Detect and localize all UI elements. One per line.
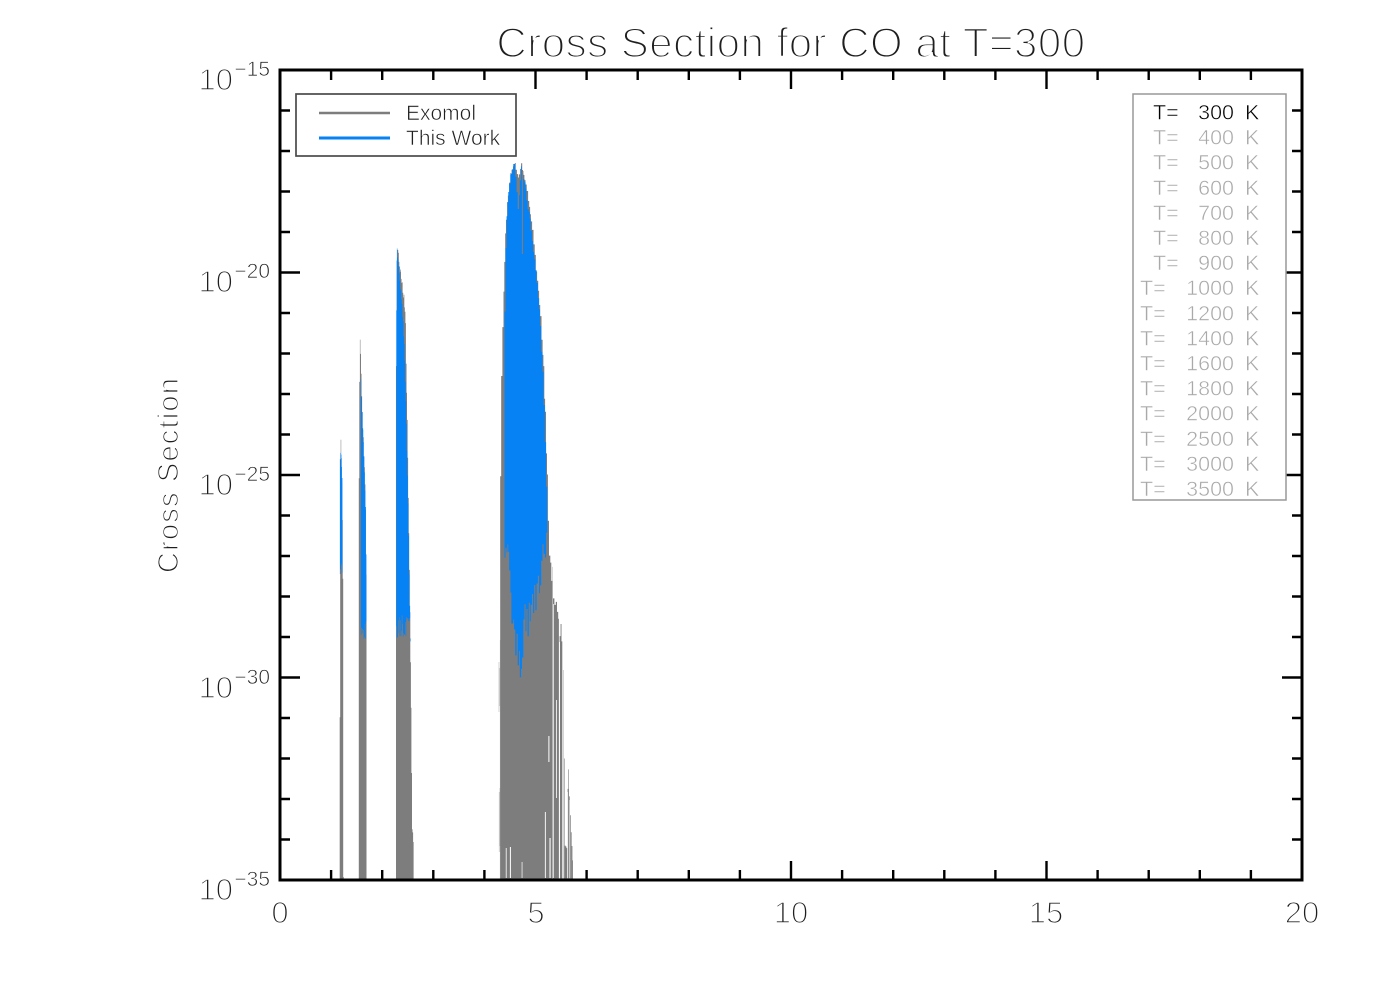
svg-text:K: K (1245, 326, 1260, 350)
svg-text:500: 500 (1198, 151, 1234, 175)
svg-text:400: 400 (1198, 126, 1234, 150)
svg-text:10: 10 (199, 670, 233, 705)
svg-text:T=: T= (1140, 402, 1166, 426)
svg-text:1600: 1600 (1186, 352, 1234, 376)
svg-text:T=: T= (1153, 126, 1179, 150)
svg-text:T=: T= (1153, 101, 1179, 125)
svg-text:3500: 3500 (1186, 477, 1234, 501)
svg-text:20: 20 (1285, 895, 1319, 930)
svg-text:Exomol: Exomol (406, 102, 476, 125)
svg-text:1200: 1200 (1186, 301, 1234, 325)
svg-text:1400: 1400 (1186, 326, 1234, 350)
svg-text:K: K (1245, 377, 1260, 401)
svg-text:K: K (1245, 226, 1260, 250)
svg-text:K: K (1245, 251, 1260, 275)
svg-text:T=: T= (1140, 276, 1166, 300)
svg-text:K: K (1245, 452, 1260, 476)
svg-text:K: K (1245, 101, 1260, 125)
svg-text:1000: 1000 (1186, 276, 1234, 300)
svg-text:T=: T= (1153, 151, 1179, 175)
svg-text:−30: −30 (234, 666, 270, 689)
svg-text:T=: T= (1153, 201, 1179, 225)
svg-text:900: 900 (1198, 251, 1234, 275)
svg-text:−25: −25 (234, 463, 270, 486)
svg-text:10: 10 (199, 467, 233, 502)
svg-text:15: 15 (1029, 895, 1063, 930)
svg-text:300: 300 (1198, 101, 1234, 125)
svg-text:K: K (1245, 352, 1260, 376)
svg-text:5: 5 (527, 895, 544, 930)
svg-text:K: K (1245, 276, 1260, 300)
svg-text:T=: T= (1153, 226, 1179, 250)
svg-text:T=: T= (1140, 477, 1166, 501)
svg-text:10: 10 (199, 62, 233, 97)
svg-text:−20: −20 (234, 260, 270, 283)
svg-text:K: K (1245, 477, 1260, 501)
svg-text:10: 10 (774, 895, 808, 930)
svg-text:K: K (1245, 201, 1260, 225)
svg-text:T=: T= (1153, 176, 1179, 200)
svg-text:700: 700 (1198, 201, 1234, 225)
svg-text:T=: T= (1140, 427, 1166, 451)
svg-text:This Work: This Work (406, 127, 501, 150)
svg-text:0: 0 (271, 895, 288, 930)
svg-text:T=: T= (1140, 301, 1166, 325)
svg-text:Cross Section for CO at T=300: Cross Section for CO at T=300 (496, 19, 1085, 66)
svg-text:K: K (1245, 176, 1260, 200)
svg-text:10: 10 (199, 872, 233, 907)
svg-text:T=: T= (1153, 251, 1179, 275)
svg-text:T=: T= (1140, 326, 1166, 350)
svg-text:600: 600 (1198, 176, 1234, 200)
svg-text:T=: T= (1140, 352, 1166, 376)
svg-text:K: K (1245, 151, 1260, 175)
svg-text:K: K (1245, 402, 1260, 426)
svg-text:3000: 3000 (1186, 452, 1234, 476)
svg-text:2000: 2000 (1186, 402, 1234, 426)
svg-text:K: K (1245, 427, 1260, 451)
svg-text:−15: −15 (234, 58, 270, 81)
svg-text:800: 800 (1198, 226, 1234, 250)
svg-text:2500: 2500 (1186, 427, 1234, 451)
svg-text:T=: T= (1140, 452, 1166, 476)
svg-text:1800: 1800 (1186, 377, 1234, 401)
svg-text:K: K (1245, 126, 1260, 150)
svg-text:10: 10 (199, 264, 233, 299)
svg-text:K: K (1245, 301, 1260, 325)
svg-text:T=: T= (1140, 377, 1166, 401)
svg-text:Cross Section: Cross Section (153, 377, 185, 573)
svg-text:−35: −35 (234, 868, 270, 891)
